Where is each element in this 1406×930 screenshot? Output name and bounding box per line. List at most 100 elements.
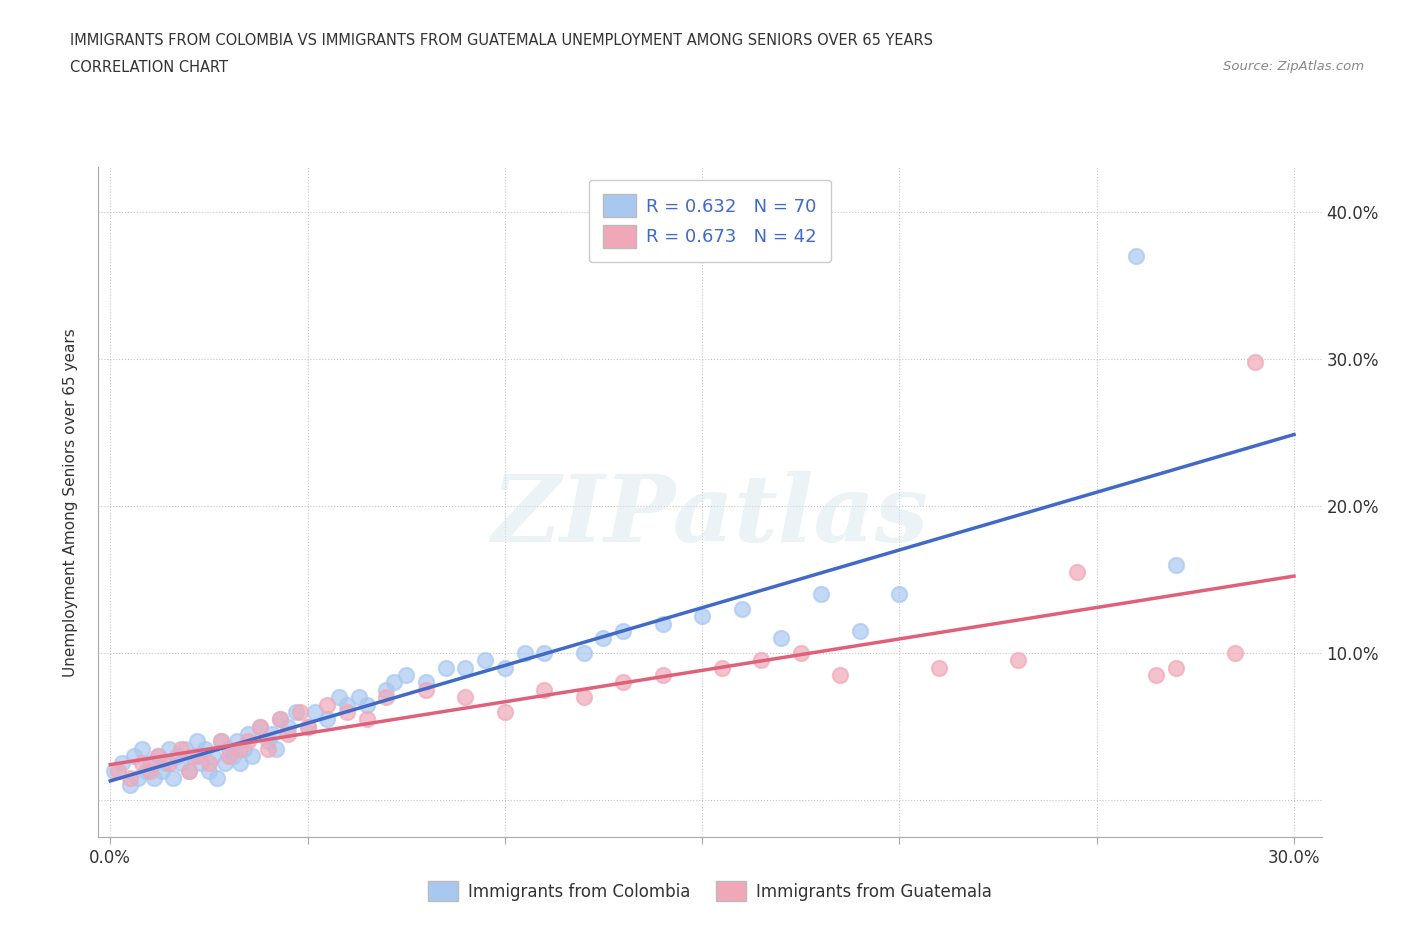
Point: [297, 719, 319, 734]
Point: [166, 749, 188, 764]
Point: [928, 660, 950, 675]
Point: [198, 764, 221, 778]
Text: IMMIGRANTS FROM COLOMBIA VS IMMIGRANTS FROM GUATEMALA UNEMPLOYMENT AMONG SENIORS: IMMIGRANTS FROM COLOMBIA VS IMMIGRANTS F…: [70, 33, 934, 47]
Point: [138, 756, 160, 771]
Point: [218, 749, 240, 764]
Point: [1144, 668, 1167, 683]
Point: [375, 683, 398, 698]
Text: ZIPatlas: ZIPatlas: [492, 471, 928, 561]
Point: [240, 749, 263, 764]
Point: [1007, 653, 1029, 668]
Point: [347, 690, 370, 705]
Y-axis label: Unemployment Among Seniors over 65 years: Unemployment Among Seniors over 65 years: [63, 328, 77, 677]
Point: [229, 741, 252, 756]
Point: [118, 771, 141, 786]
Point: [316, 711, 339, 726]
Text: CORRELATION CHART: CORRELATION CHART: [70, 60, 228, 75]
Point: [159, 741, 181, 756]
Point: [135, 764, 157, 778]
Point: [138, 764, 160, 778]
Point: [382, 675, 405, 690]
Point: [225, 734, 247, 749]
Point: [131, 756, 153, 771]
Point: [328, 690, 350, 705]
Point: [186, 734, 208, 749]
Point: [170, 756, 193, 771]
Point: [238, 726, 260, 741]
Point: [194, 741, 217, 756]
Point: [572, 645, 595, 660]
Point: [170, 741, 193, 756]
Point: [214, 756, 236, 771]
Point: [179, 764, 201, 778]
Point: [201, 749, 224, 764]
Point: [146, 749, 169, 764]
Point: [356, 698, 378, 712]
Point: [150, 764, 173, 778]
Point: [316, 698, 339, 712]
Point: [474, 653, 496, 668]
Point: [1164, 660, 1187, 675]
Point: [269, 711, 291, 726]
Point: [356, 711, 378, 726]
Point: [651, 617, 673, 631]
Point: [111, 756, 134, 771]
Point: [434, 660, 457, 675]
Point: [810, 587, 832, 602]
Point: [277, 719, 299, 734]
Point: [710, 660, 733, 675]
Point: [257, 734, 280, 749]
Point: [849, 623, 872, 638]
Point: [1066, 565, 1088, 579]
Point: [174, 741, 197, 756]
Point: [103, 764, 125, 778]
Point: [304, 704, 326, 719]
Point: [131, 741, 153, 756]
Point: [277, 726, 299, 741]
Point: [730, 602, 752, 617]
Point: [1125, 248, 1147, 263]
Point: [651, 668, 673, 683]
Point: [190, 756, 212, 771]
Point: [221, 749, 243, 764]
Point: [269, 711, 291, 726]
Point: [690, 609, 713, 624]
Point: [257, 741, 280, 756]
Point: [1243, 354, 1265, 369]
Point: [415, 683, 437, 698]
Point: [162, 771, 184, 786]
Point: [186, 749, 208, 764]
Point: [218, 741, 240, 756]
Point: [533, 683, 555, 698]
Point: [181, 749, 204, 764]
Point: [494, 660, 516, 675]
Point: [238, 734, 260, 749]
Point: [494, 704, 516, 719]
Point: [375, 690, 398, 705]
Point: [107, 764, 129, 778]
Point: [284, 704, 307, 719]
Point: [1223, 645, 1246, 660]
Point: [209, 734, 232, 749]
Point: [770, 631, 793, 645]
Point: [1164, 557, 1187, 572]
Point: [249, 719, 271, 734]
Point: [159, 756, 181, 771]
Point: [790, 645, 813, 660]
Point: [127, 771, 149, 786]
Point: [260, 726, 283, 741]
Point: [454, 690, 477, 705]
Text: Source: ZipAtlas.com: Source: ZipAtlas.com: [1223, 60, 1364, 73]
Point: [395, 668, 418, 683]
Point: [233, 741, 256, 756]
Point: [229, 756, 252, 771]
Point: [264, 741, 287, 756]
Point: [142, 771, 165, 786]
Point: [297, 719, 319, 734]
Point: [454, 660, 477, 675]
Point: [155, 756, 177, 771]
Point: [592, 631, 614, 645]
Point: [612, 675, 634, 690]
Point: [122, 749, 145, 764]
Point: [572, 690, 595, 705]
